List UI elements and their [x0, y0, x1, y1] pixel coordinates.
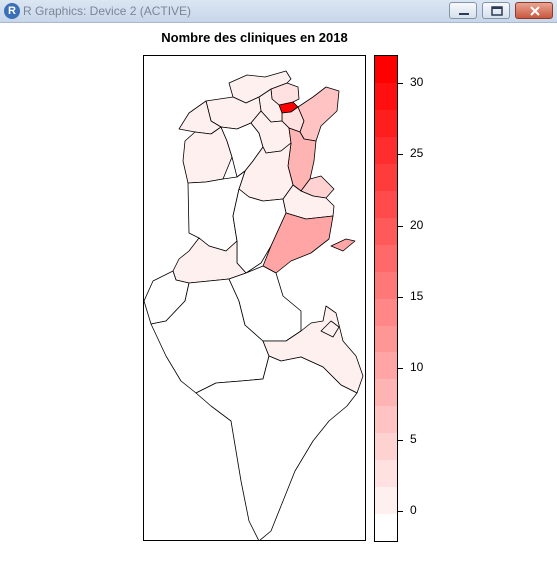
window-title: R Graphics: Device 2 (ACTIVE)	[23, 4, 192, 18]
close-button[interactable]	[515, 2, 553, 19]
legend-color-step	[375, 217, 397, 245]
plot-title: Nombre des cliniques en 2018	[161, 30, 348, 45]
close-icon	[530, 6, 540, 16]
legend-color-step	[375, 352, 397, 380]
region-sfax	[262, 212, 334, 274]
legend-color-step	[375, 82, 397, 110]
map-plot-area	[143, 55, 366, 541]
r-logo-icon: R	[4, 3, 20, 19]
legend-color-step	[375, 56, 397, 83]
legend-tick-mark	[398, 439, 403, 441]
legend-color-step	[375, 163, 397, 191]
legend-tick-mark	[398, 297, 403, 299]
legend-color-step	[375, 379, 397, 407]
region-djerba	[320, 320, 340, 338]
legend-color-step	[375, 298, 397, 326]
legend-tick-label: 20	[410, 217, 424, 232]
minimize-button[interactable]	[449, 2, 477, 19]
legend-color-bar	[374, 55, 398, 542]
region-nabeul	[297, 86, 340, 142]
legend-color-step	[375, 109, 397, 137]
legend-tick-label: 15	[410, 289, 424, 304]
legend-tick-mark	[398, 368, 403, 370]
legend-tick-label: 0	[410, 503, 417, 517]
maximize-button[interactable]	[482, 2, 510, 19]
legend-color-step	[375, 190, 397, 218]
window-titlebar: R R Graphics: Device 2 (ACTIVE)	[0, 0, 557, 23]
legend-color-step	[375, 136, 397, 164]
minimize-icon	[459, 13, 469, 15]
legend-color-step	[375, 487, 397, 515]
legend-color-step	[375, 406, 397, 434]
legend-color-step	[375, 460, 397, 488]
legend-color-step	[375, 244, 397, 272]
legend-tick-label: 25	[410, 146, 424, 161]
tunisia-map	[144, 70, 364, 540]
maximize-icon	[491, 6, 503, 16]
legend-color-step	[375, 325, 397, 353]
legend-tick-mark	[398, 511, 403, 512]
legend-tick-mark	[398, 83, 403, 85]
legend-tick-label: 10	[410, 360, 424, 375]
legend-tick-mark	[398, 154, 403, 156]
region-tataouine	[195, 355, 358, 540]
legend-tick-label: 30	[410, 75, 424, 90]
legend-color-step	[375, 514, 397, 542]
legend-color-step	[375, 433, 397, 461]
legend-tick-label: 5	[410, 431, 417, 446]
legend-color-step	[375, 271, 397, 299]
region-sfax-islands	[330, 238, 356, 252]
legend-tick-mark	[398, 225, 403, 227]
